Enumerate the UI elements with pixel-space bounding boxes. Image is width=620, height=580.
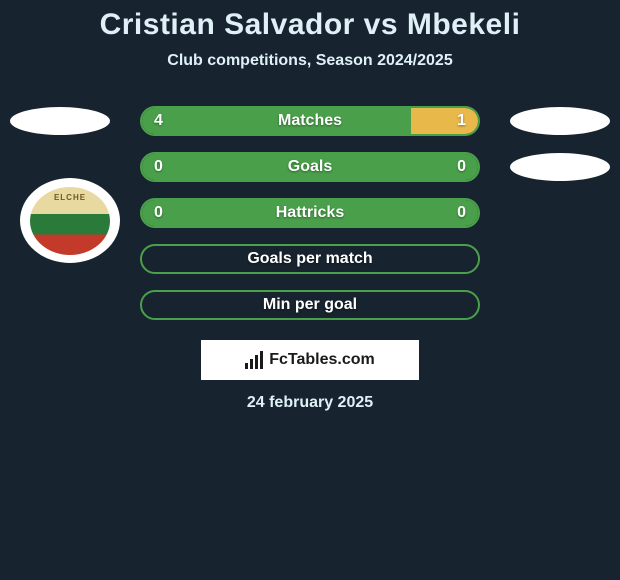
attribution-badge: FcTables.com bbox=[201, 340, 419, 380]
subtitle: Club competitions, Season 2024/2025 bbox=[0, 52, 620, 70]
club-crest-text: ELCHE bbox=[30, 193, 110, 202]
club-badge-left: ELCHE bbox=[20, 178, 120, 263]
stat-value-right: 1 bbox=[457, 112, 466, 130]
stat-label: Matches bbox=[142, 112, 478, 130]
stat-bar: Min per goal bbox=[140, 290, 480, 320]
stat-value-left: 0 bbox=[154, 204, 163, 222]
stat-label: Goals bbox=[142, 158, 478, 176]
stat-bar: Goals per match bbox=[140, 244, 480, 274]
stat-value-right: 0 bbox=[457, 204, 466, 222]
stat-bar: Matches4 1 bbox=[140, 106, 480, 136]
stat-value-right: 0 bbox=[457, 158, 466, 176]
player-flag-right bbox=[510, 107, 610, 135]
date-label: 24 february 2025 bbox=[0, 394, 620, 412]
page-title: Cristian Salvador vs Mbekeli bbox=[0, 8, 620, 42]
player-flag-right bbox=[510, 153, 610, 181]
stat-label: Goals per match bbox=[142, 250, 478, 268]
stat-bar: Goals0 0 bbox=[140, 152, 480, 182]
stat-bar: Hattricks0 0 bbox=[140, 198, 480, 228]
player-flag-left bbox=[10, 107, 110, 135]
stat-row: Min per goal bbox=[0, 282, 620, 328]
attribution-text: FcTables.com bbox=[269, 351, 375, 369]
stat-label: Min per goal bbox=[142, 296, 478, 314]
comparison-infographic: Cristian Salvador vs Mbekeli Club compet… bbox=[0, 0, 620, 412]
stat-value-left: 4 bbox=[154, 112, 163, 130]
stat-value-left: 0 bbox=[154, 158, 163, 176]
stat-row: Matches4 1 bbox=[0, 98, 620, 144]
club-crest-icon: ELCHE bbox=[30, 187, 110, 255]
stat-label: Hattricks bbox=[142, 204, 478, 222]
attribution-logo-icon bbox=[245, 351, 263, 369]
